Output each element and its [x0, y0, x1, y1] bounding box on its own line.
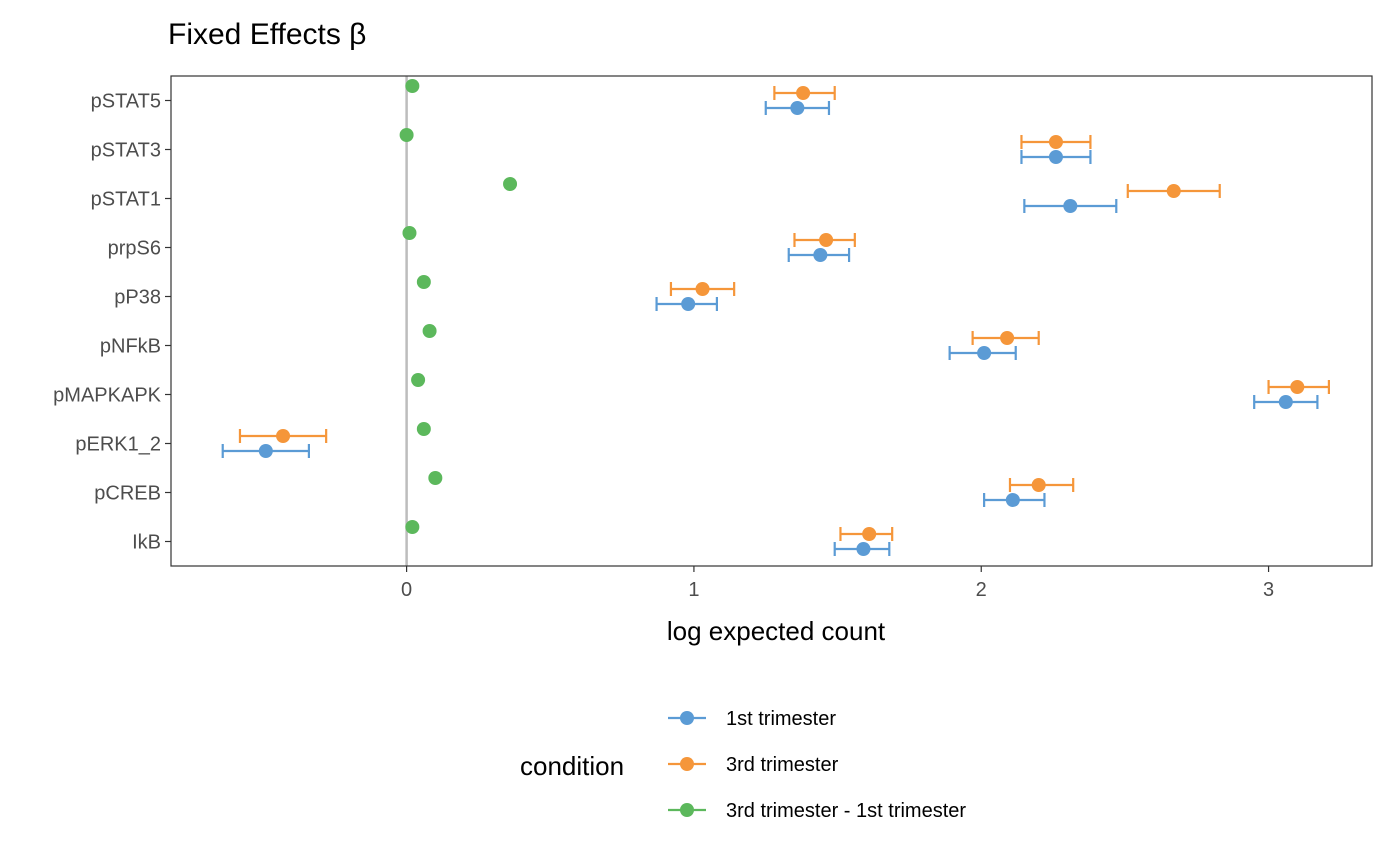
y-tick-label: pSTAT3 [91, 140, 161, 162]
data-point [813, 248, 828, 262]
legend-title: condition [520, 751, 624, 781]
data-point [503, 177, 518, 191]
x-tick-label: 3 [1263, 579, 1274, 601]
y-tick-label: pSTAT1 [91, 189, 161, 211]
y-tick-label: pCREB [94, 483, 161, 505]
data-point [276, 429, 291, 443]
data-point [862, 527, 877, 541]
x-tick-label: 0 [401, 579, 412, 601]
x-tick-label: 1 [688, 579, 699, 601]
legend: 1st trimester 3rd trimester 3rd trimester … [668, 708, 966, 822]
data-point [1290, 380, 1305, 394]
data-point [977, 346, 992, 360]
data-point [416, 275, 431, 289]
x-axis-title: log expected count [667, 616, 886, 646]
data-point [819, 233, 834, 247]
data-point [416, 422, 431, 436]
series-0 [221, 101, 1319, 556]
data-point [402, 226, 417, 240]
y-tick-label: pNFkB [100, 336, 161, 358]
data-point [411, 373, 426, 387]
data-point [422, 324, 437, 338]
data-point [790, 101, 805, 115]
data-point [1005, 493, 1020, 507]
plot-marks [221, 79, 1331, 556]
plot-panel [170, 75, 1373, 567]
y-tick-label: pMAPKAPK [53, 385, 161, 407]
legend-key-point [680, 757, 694, 771]
series-1 [238, 86, 1331, 541]
legend-key-point [680, 711, 694, 725]
data-point [428, 471, 443, 485]
data-point [796, 86, 811, 100]
legend-key-point [680, 803, 694, 817]
chart-title: Fixed Effects β [168, 18, 366, 51]
data-point [1048, 135, 1063, 149]
data-point [1278, 395, 1293, 409]
data-point [1031, 478, 1046, 492]
legend-label: 3rd trimester [726, 754, 839, 776]
y-tick-label: pP38 [114, 287, 161, 309]
legend-label: 1st trimester [726, 708, 836, 730]
y-tick-label: IkB [132, 532, 161, 554]
data-point [695, 282, 710, 296]
y-tick-label: pERK1_2 [75, 434, 161, 456]
x-axis: 0 1 2 3 [401, 566, 1274, 601]
data-point [1166, 184, 1181, 198]
data-point [1063, 199, 1078, 213]
series-2 [399, 79, 518, 534]
data-point [1000, 331, 1015, 345]
x-tick-label: 2 [976, 579, 987, 601]
data-point [258, 444, 273, 458]
data-point [681, 297, 696, 311]
data-point [1048, 150, 1063, 164]
data-point [856, 542, 871, 556]
y-tick-label: prpS6 [108, 238, 161, 260]
legend-label: 3rd trimester - 1st trimester [726, 800, 966, 822]
y-tick-label: pSTAT5 [91, 91, 161, 113]
y-axis: pSTAT5 pSTAT3 pSTAT1 prpS6 pP38 pNFkB pMAPKAPK… [53, 91, 171, 554]
data-point [405, 520, 420, 534]
data-point [399, 128, 414, 142]
data-point [405, 79, 420, 93]
